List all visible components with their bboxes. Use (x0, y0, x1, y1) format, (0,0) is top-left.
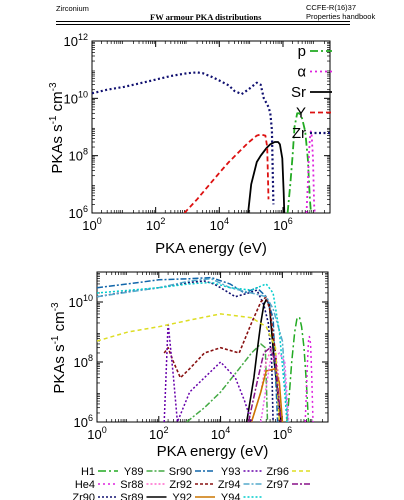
chart2-legend-label: H1 (81, 466, 95, 478)
chart2-x-tick-label: 102 (149, 425, 168, 442)
chart1-legend-label: Y (296, 105, 306, 122)
chart1-legend-label: Sr (291, 84, 306, 101)
chart2-series-he4 (304, 335, 314, 422)
chart2-y-tick-label: 106 (74, 413, 93, 430)
chart2-legend-label: Sr89 (120, 492, 143, 500)
chart2-legend-label: Zr94 (218, 479, 241, 491)
chart2-series-y92 (250, 367, 284, 422)
chart2-series-y89 (186, 343, 269, 422)
chart2-series-h1 (286, 316, 310, 422)
header-handbook-name: Properties handbook (306, 12, 376, 21)
chart2-series-extra-14 (260, 352, 290, 422)
header-report-number: CCFE-R(16)37 (306, 3, 357, 12)
chart1-y-tick-label: 106 (69, 204, 88, 221)
chart1-legend-label: p (298, 43, 306, 60)
chart1-x-axis-label: PKA energy (eV) (155, 240, 267, 257)
chart1-y-tick-label: 108 (69, 147, 88, 164)
chart2-series-zr90 (97, 280, 274, 422)
chart2-legend-label: Zr92 (169, 479, 192, 491)
header-element-name: Zirconium (56, 4, 89, 13)
header-rule-top (56, 21, 350, 22)
chart1-legend-label: Zr (292, 125, 306, 142)
chart2-series-zr92 (163, 295, 281, 422)
chart2-legend-label: Y89 (124, 466, 144, 478)
chart1-x-tick-label: 100 (82, 216, 101, 233)
header-rule-bottom (56, 24, 350, 25)
chart2-legend-label: Zr96 (266, 466, 289, 478)
chart2-legend-label: Y93 (221, 466, 241, 478)
chart2-x-axis-label: PKA energy (eV) (157, 443, 269, 460)
chart1-series-y (183, 133, 270, 213)
chart2-x-tick-label: 100 (87, 425, 106, 442)
chart2-legend-label: Y92 (172, 492, 192, 500)
chart1-y-tick-label: 1012 (64, 32, 88, 49)
chart1-y-axis-label: PKAs s-1 cm-3 (48, 82, 66, 174)
chart2-legend-label: Sr88 (120, 479, 143, 491)
chart2-x-tick-label: 106 (273, 425, 292, 442)
chart1-series- (305, 130, 316, 213)
chart2-series-zr96 (97, 313, 281, 422)
chart2-series-y93 (163, 322, 253, 422)
chart2-y-axis-label: PKAs s-1 cm-3 (50, 302, 68, 394)
chart2-series-zr97 (247, 346, 282, 422)
chart2-legend-label: Sr90 (169, 466, 192, 478)
chart1-x-tick-label: 102 (146, 216, 165, 233)
chart1-legend-label: α (297, 64, 306, 81)
chart1-series-zr (92, 71, 275, 205)
chart1-plot-frame (91, 40, 331, 214)
chart1-y-tick-label: 1010 (64, 89, 88, 106)
chart2-legend-label: Y94 (221, 492, 241, 500)
chart2-x-tick-label: 104 (211, 425, 230, 442)
chart2-legend-label: He4 (75, 479, 95, 491)
chart1-x-tick-label: 106 (273, 216, 292, 233)
chart2-y-tick-label: 108 (74, 353, 93, 370)
chart1-series-sr (247, 141, 286, 213)
chart2-plot-frame (96, 271, 329, 423)
header-title: FW armour PKA distributions (150, 12, 262, 22)
chart2-legend-label: Zr97 (266, 479, 289, 491)
chart2-legend-label: Zr90 (72, 492, 95, 500)
chart2-series-zr94 (97, 277, 289, 422)
chart2-y-tick-label: 1010 (69, 293, 93, 310)
chart1-x-tick-label: 104 (210, 216, 229, 233)
